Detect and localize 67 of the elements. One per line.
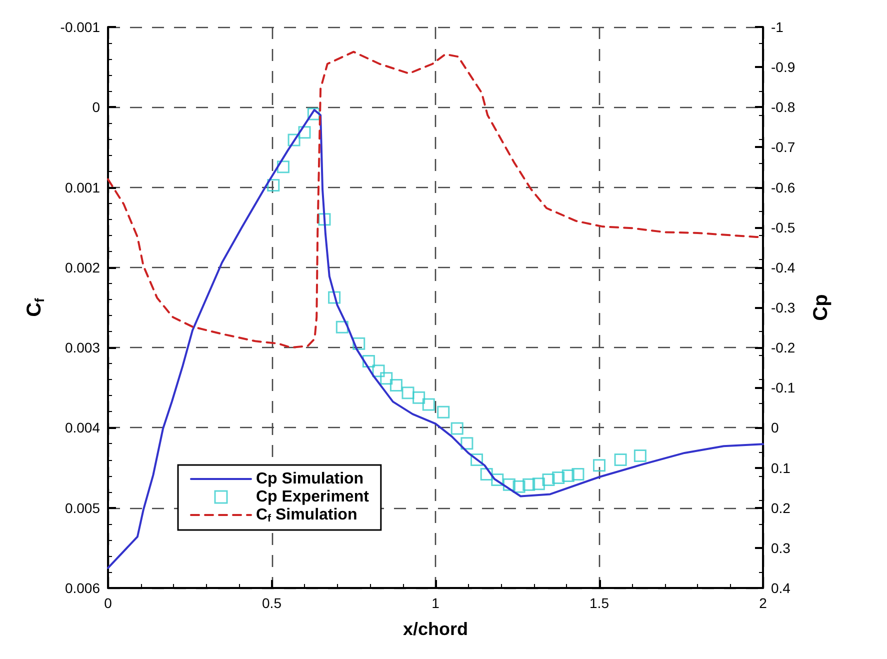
point [491,474,504,486]
point [470,454,484,466]
point [318,213,331,226]
point [437,406,450,418]
y2-tick-label: 0.3 [771,540,791,556]
y-tick-label: 0.004 [64,420,100,436]
y2-tick-label: -0.3 [771,300,796,316]
y2-tick-label: 0 [771,420,779,436]
point [380,372,393,385]
y2-tick-label: -0.6 [771,179,796,196]
y2-tick-label: -0.7 [771,139,796,156]
x-tick-label: 1 [432,595,440,611]
x-tick-label: 2 [759,595,768,611]
point [502,478,516,491]
y2-axis-title: Cp [810,294,832,321]
y2-tick-label: -0.2 [771,340,796,356]
point [572,468,584,480]
point [412,391,426,404]
point [362,354,375,368]
point [480,468,493,480]
point [328,291,341,304]
y2-tick-label: -0.4 [771,259,796,276]
x-tick-label: 1.5 [590,595,610,611]
y-tick-label: -0.001 [60,19,100,35]
y2-tick-label: -0.5 [771,219,796,236]
point [593,459,606,472]
legend-label: Cp Simulation [256,470,364,488]
point [460,437,474,450]
point [276,160,290,174]
point [402,386,414,400]
y2-tick-label: -0.8 [771,99,796,116]
x-tick-label: 0 [104,595,112,611]
point [352,337,366,350]
line-series [107,108,764,569]
y2-tick-label: 0.2 [771,500,791,516]
x-axis-title: x/chord [402,619,468,639]
point [522,478,536,491]
y-tick-label: 0.003 [64,340,100,356]
point [422,398,435,411]
point [298,126,311,139]
x-tick-label: 0.5 [262,595,282,611]
y2-tick-label: -0.1 [771,380,796,396]
legend-label: Cp Experiment [256,488,370,506]
point [372,364,385,378]
y-tick-label: 0.002 [64,259,100,276]
point [450,422,464,435]
point [512,480,526,493]
y2-tick-label: 0.1 [771,460,791,476]
point [267,179,280,192]
point [390,378,402,392]
point [542,474,555,486]
y-tick-label: 0.001 [64,179,100,196]
point [634,450,646,462]
point [562,470,574,482]
y-tick-label: 0 [92,99,100,116]
point [307,108,320,120]
y2-tick-label: -1 [771,19,784,35]
point [336,320,348,334]
point [552,472,565,484]
y2-tick-label: 0.4 [771,580,791,596]
y-axis-title: Cf [24,297,47,317]
point [614,454,627,466]
point [288,134,300,146]
y2-tick-label: -0.9 [771,59,796,76]
y-tick-label: 0.006 [64,580,100,596]
y-tick-label: 0.005 [64,500,100,516]
point [532,478,545,490]
